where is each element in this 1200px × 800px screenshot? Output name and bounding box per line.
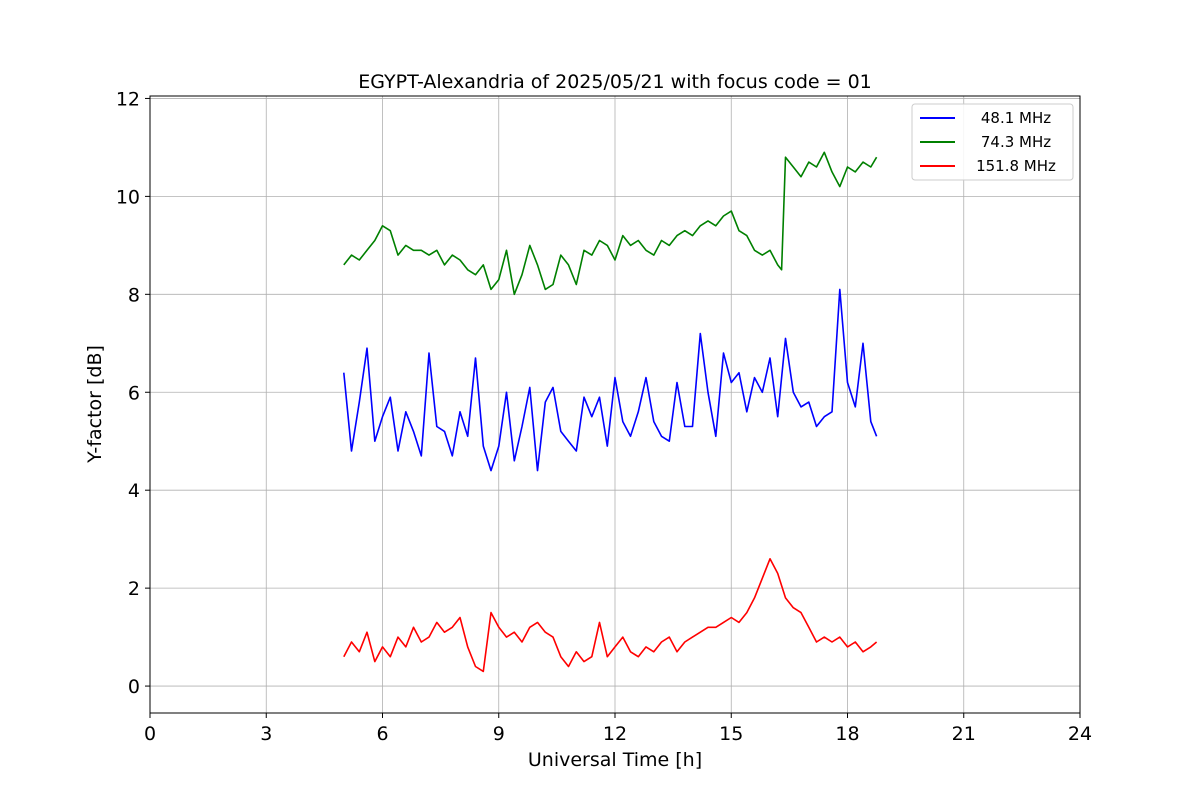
y-tick-label: 12 [116,88,140,110]
series-line-1 [343,151,878,296]
x-tick-label: 24 [1068,723,1092,745]
legend: 48.1 MHz 74.3 MHz 151.8 MHz [911,103,1074,181]
legend-label: 151.8 MHz [976,157,1056,175]
x-tick-label: 18 [835,723,859,745]
y-axis-label: Y-factor [dB] [84,345,106,464]
y-tick-label: 2 [128,578,140,600]
x-tick-label: 0 [144,723,156,745]
x-tick-label: 9 [493,723,505,745]
y-tick-label: 4 [128,480,140,502]
x-axis: 0 3 6 9 12 15 18 21 24 [144,713,1092,745]
y-tick-label: 0 [128,676,140,698]
legend-box [911,103,1074,181]
grid [149,96,1081,713]
y-axis: 0 2 4 6 8 10 12 [116,88,150,698]
y-tick-label: 8 [128,284,140,306]
x-tick-label: 21 [952,723,976,745]
x-tick-label: 12 [603,723,627,745]
x-tick-label: 3 [260,723,272,745]
legend-label: 74.3 MHz [981,133,1051,151]
x-tick-label: 6 [376,723,388,745]
x-tick-label: 15 [719,723,743,745]
x-axis-label: Universal Time [h] [528,749,702,771]
legend-label: 48.1 MHz [981,109,1051,127]
series-line-0 [343,288,878,472]
series-line-2 [343,557,878,673]
chart-title: EGYPT-Alexandria of 2025/05/21 with focu… [358,71,872,93]
series-lines [343,151,878,673]
y-tick-label: 10 [116,186,140,208]
y-tick-label: 6 [128,382,140,404]
